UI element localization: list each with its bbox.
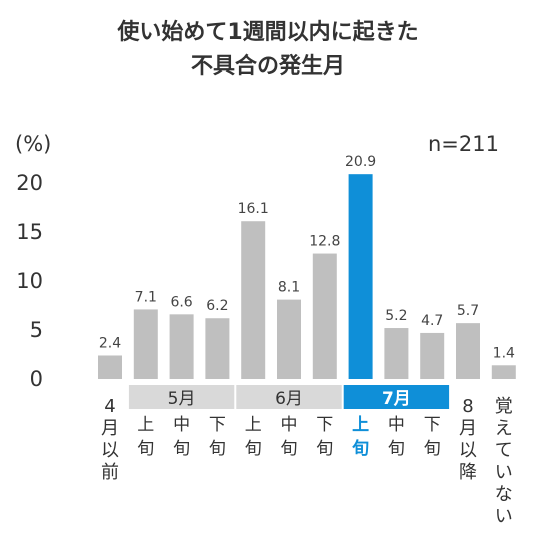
y-tick-label: 0	[30, 367, 43, 391]
bar	[205, 318, 230, 379]
category-label: 下旬	[316, 415, 333, 459]
data-label: 20.9	[345, 154, 376, 170]
y-axis-unit-label: (%)	[15, 132, 52, 156]
y-tick-label: 15	[16, 220, 43, 244]
category-label: 覚えていない	[495, 396, 513, 527]
category-label: 4 月以前	[101, 396, 119, 483]
category-label: 中旬	[388, 415, 405, 459]
bar	[420, 332, 445, 379]
bar	[456, 323, 480, 379]
bar	[98, 355, 122, 379]
bar	[491, 365, 516, 379]
month-band	[128, 385, 235, 409]
month-band-label: 5月	[168, 389, 196, 409]
data-label: 1.4	[493, 345, 515, 361]
bar	[312, 253, 337, 379]
y-tick-label: 10	[16, 269, 43, 293]
data-label: 7.1	[135, 289, 157, 305]
y-tick-label: 20	[16, 171, 43, 195]
data-label: 12.8	[309, 234, 340, 250]
month-band-label: 7月	[382, 389, 411, 409]
category-label: 下旬	[209, 415, 226, 459]
category-label: 上旬	[351, 415, 369, 459]
data-label: 6.2	[206, 298, 228, 314]
y-tick-label: 5	[30, 318, 43, 342]
data-label: 4.7	[421, 313, 443, 329]
bar	[348, 174, 373, 379]
bar	[384, 328, 409, 379]
category-label: 8 月以降	[459, 396, 477, 483]
bar	[241, 221, 266, 379]
bar	[169, 314, 194, 379]
category-label: 中旬	[173, 415, 190, 459]
month-band	[236, 385, 342, 409]
category-label: 上旬	[245, 415, 262, 459]
chart-title-line-2: 不具合の発生月	[190, 54, 345, 79]
data-label: 6.6	[170, 294, 192, 310]
bar	[277, 299, 301, 379]
category-label: 下旬	[424, 415, 441, 459]
category-label: 中旬	[281, 415, 298, 459]
data-label: 8.1	[278, 280, 300, 296]
sample-size-label: n=211	[428, 132, 499, 156]
data-label: 5.7	[457, 303, 479, 319]
month-band	[343, 385, 450, 409]
data-label: 16.1	[238, 201, 269, 217]
data-label: 2.4	[99, 335, 121, 351]
month-band-label: 6月	[275, 389, 303, 409]
chart-title-line-1: 使い始めて1週間以内に起きた	[117, 20, 419, 45]
data-label: 5.2	[385, 308, 407, 324]
bar	[133, 309, 158, 379]
category-label: 上旬	[137, 415, 154, 459]
